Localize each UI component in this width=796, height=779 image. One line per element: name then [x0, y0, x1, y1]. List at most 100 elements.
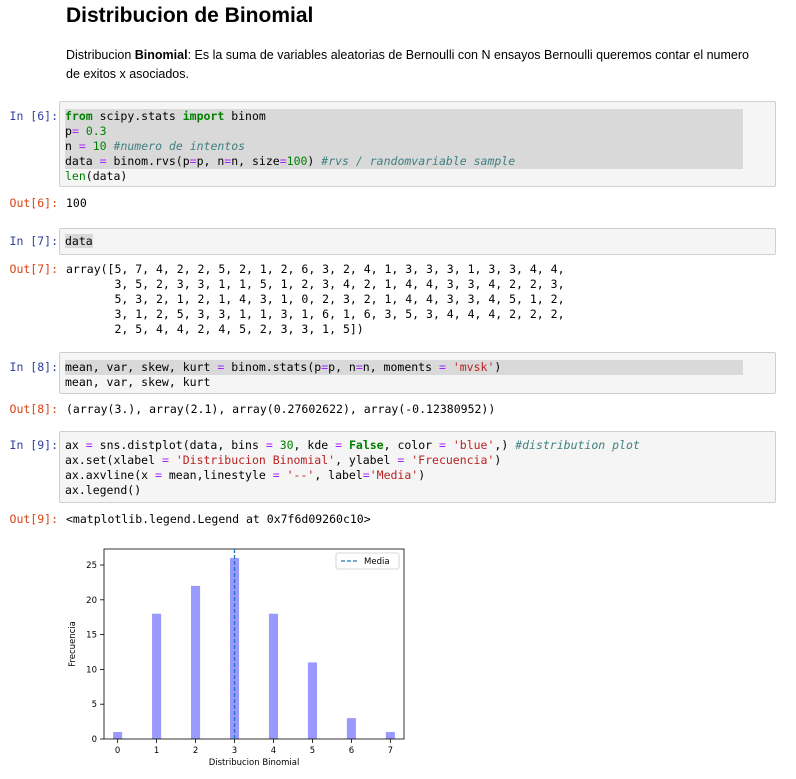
- code-line: data = binom.rvs(p=p, n=n, size=100) #rv…: [65, 154, 743, 169]
- in-prompt-9: In [9]:: [9, 438, 58, 452]
- code-line: ax = sns.distplot(data, bins = 30, kde =…: [65, 438, 640, 453]
- code-token: n, size: [231, 154, 280, 168]
- code-token: mean, var, skew, kurt: [65, 360, 218, 374]
- y-tick-label: 5: [92, 700, 97, 710]
- code-token: 'Media': [369, 468, 419, 482]
- code-token: , label: [314, 468, 363, 482]
- code-token: =: [362, 468, 370, 482]
- code-cell-8[interactable]: mean, var, skew, kurt = binom.stats(p=p,…: [59, 352, 776, 394]
- code-token: =: [85, 438, 93, 452]
- code-token: #numero de intentos: [113, 139, 246, 153]
- y-tick-label: 20: [86, 596, 97, 606]
- code-token: binom.rvs(p: [106, 154, 190, 168]
- code-token: 'mvsk': [452, 360, 495, 374]
- code-editor-6[interactable]: from scipy.stats import binom p= 0.3 n = 1…: [65, 109, 743, 183]
- x-tick-label: 3: [232, 746, 237, 756]
- code-token: n, moments: [362, 360, 439, 374]
- code-token: ): [494, 453, 502, 467]
- histogram-bar: [346, 718, 356, 739]
- code-cell-7[interactable]: data: [59, 228, 776, 255]
- x-tick-label: 5: [310, 746, 315, 756]
- histogram-bar: [191, 585, 201, 739]
- code-token: =: [78, 139, 86, 153]
- in-prompt-7: In [7]:: [9, 234, 58, 248]
- code-token: ,): [494, 438, 516, 452]
- code-token: , kde: [293, 438, 336, 452]
- code-token: 'Frecuencia': [411, 453, 495, 467]
- y-axis-label: Frecuencia: [68, 621, 78, 667]
- code-token: ax.set(xlabel: [65, 453, 162, 467]
- code-token: data: [65, 154, 100, 168]
- histogram-chart: 0 1 2 3 4 5 6 7 0 5 10 15 20 25 Distribucion Binomial F…: [68, 548, 405, 768]
- code-editor-7[interactable]: data: [65, 234, 93, 249]
- in-prompt-6: In [6]:: [9, 109, 58, 123]
- code-token: , color: [383, 438, 439, 452]
- code-token: =: [189, 154, 197, 168]
- code-token: 0.3: [85, 124, 107, 138]
- code-token: sns.distplot(data, bins: [92, 438, 266, 452]
- code-token: binom.stats(p: [224, 360, 322, 374]
- code-token: =: [272, 468, 280, 482]
- code-token: [169, 453, 176, 467]
- y-tick-label: 10: [86, 665, 97, 675]
- code-token: =: [397, 453, 405, 467]
- code-token: =: [155, 468, 162, 482]
- code-token: ax.axvline(x: [65, 468, 156, 482]
- code-line: len(data): [65, 169, 743, 184]
- y-tick-label: 0: [92, 735, 97, 745]
- code-cell-9[interactable]: ax = sns.distplot(data, bins = 30, kde =…: [59, 431, 776, 503]
- code-token: [280, 468, 287, 482]
- code-token: [446, 360, 453, 374]
- x-axis-label: Distribucion Binomial: [209, 758, 300, 768]
- code-token: =: [217, 360, 225, 374]
- code-token: =: [71, 124, 79, 138]
- code-cell-6[interactable]: from scipy.stats import binom p= 0.3 n = 1…: [59, 101, 776, 187]
- code-token: =: [99, 154, 107, 168]
- legend-box: [335, 552, 400, 570]
- histogram-bar: [307, 662, 317, 739]
- histogram-bar: [152, 613, 162, 739]
- code-token: [107, 139, 114, 153]
- code-token: 'blue': [452, 438, 495, 452]
- output-6: 100: [66, 196, 87, 210]
- code-token: ): [494, 360, 502, 374]
- markdown-intro: Distribucion Binomial: Es la suma de var…: [66, 46, 766, 84]
- x-tick-label: 2: [193, 746, 198, 756]
- code-token: , ylabel: [335, 453, 398, 467]
- x-tick-label: 1: [154, 746, 159, 756]
- histogram-bar: [385, 732, 395, 739]
- code-token: ax: [65, 438, 86, 452]
- code-token: False: [348, 438, 384, 452]
- legend-label: Media: [364, 557, 390, 567]
- code-editor-8[interactable]: mean, var, skew, kurt = binom.stats(p=p,…: [65, 360, 743, 390]
- code-line: n = 10 #numero de intentos: [65, 139, 743, 154]
- code-line: ax.axvline(x = mean,linestyle = '--', la…: [65, 468, 640, 483]
- code-token: p, n: [328, 360, 356, 374]
- code-token: #rvs / randomvariable sample: [321, 154, 516, 168]
- code-token: scipy.stats: [92, 109, 183, 123]
- code-token: ): [307, 154, 322, 168]
- code-token: [446, 438, 453, 452]
- code-token: =: [321, 360, 329, 374]
- y-tick-label: 25: [86, 561, 97, 571]
- plot-frame: [103, 548, 405, 740]
- code-token: n: [65, 139, 79, 153]
- histogram-bar: [113, 732, 123, 739]
- code-token: =: [355, 360, 363, 374]
- out-prompt-7: Out[7]:: [9, 262, 58, 276]
- code-editor-9[interactable]: ax = sns.distplot(data, bins = 30, kde =…: [65, 438, 640, 498]
- code-token: =: [335, 438, 343, 452]
- code-token: binom: [224, 109, 266, 123]
- code-token: 100: [286, 154, 308, 168]
- code-token: =: [279, 154, 287, 168]
- code-token: 'Distribucion Binomial': [175, 453, 336, 467]
- code-token: from: [65, 109, 93, 123]
- code-token: =: [224, 154, 232, 168]
- intro-prefix: Distribucion: [66, 48, 135, 62]
- code-line: ax.legend(): [65, 483, 640, 498]
- code-token: =: [265, 438, 273, 452]
- output-8: (array(3.), array(2.1), array(0.27602622…: [66, 402, 496, 416]
- code-token: ): [418, 468, 426, 482]
- code-token: 30: [279, 438, 294, 452]
- x-tick-label: 6: [349, 746, 354, 756]
